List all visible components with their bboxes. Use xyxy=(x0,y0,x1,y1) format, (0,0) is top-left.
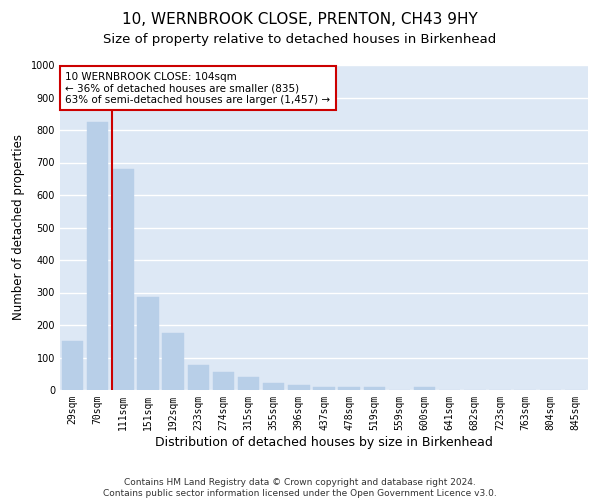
Bar xyxy=(188,364,209,390)
Bar xyxy=(112,169,134,390)
X-axis label: Distribution of detached houses by size in Birkenhead: Distribution of detached houses by size … xyxy=(155,436,493,448)
Bar xyxy=(62,341,83,390)
Y-axis label: Number of detached properties: Number of detached properties xyxy=(12,134,25,320)
Bar xyxy=(137,298,158,390)
Text: 10 WERNBROOK CLOSE: 104sqm
← 36% of detached houses are smaller (835)
63% of sem: 10 WERNBROOK CLOSE: 104sqm ← 36% of deta… xyxy=(65,72,331,104)
Bar xyxy=(238,377,259,390)
Bar xyxy=(338,388,360,390)
Bar xyxy=(87,122,109,390)
Bar xyxy=(288,385,310,390)
Bar xyxy=(263,383,284,390)
Bar xyxy=(364,388,385,390)
Bar xyxy=(163,333,184,390)
Text: Size of property relative to detached houses in Birkenhead: Size of property relative to detached ho… xyxy=(103,32,497,46)
Bar xyxy=(313,388,335,390)
Text: 10, WERNBROOK CLOSE, PRENTON, CH43 9HY: 10, WERNBROOK CLOSE, PRENTON, CH43 9HY xyxy=(122,12,478,28)
Bar xyxy=(213,372,234,390)
Text: Contains HM Land Registry data © Crown copyright and database right 2024.
Contai: Contains HM Land Registry data © Crown c… xyxy=(103,478,497,498)
Bar xyxy=(414,388,435,390)
